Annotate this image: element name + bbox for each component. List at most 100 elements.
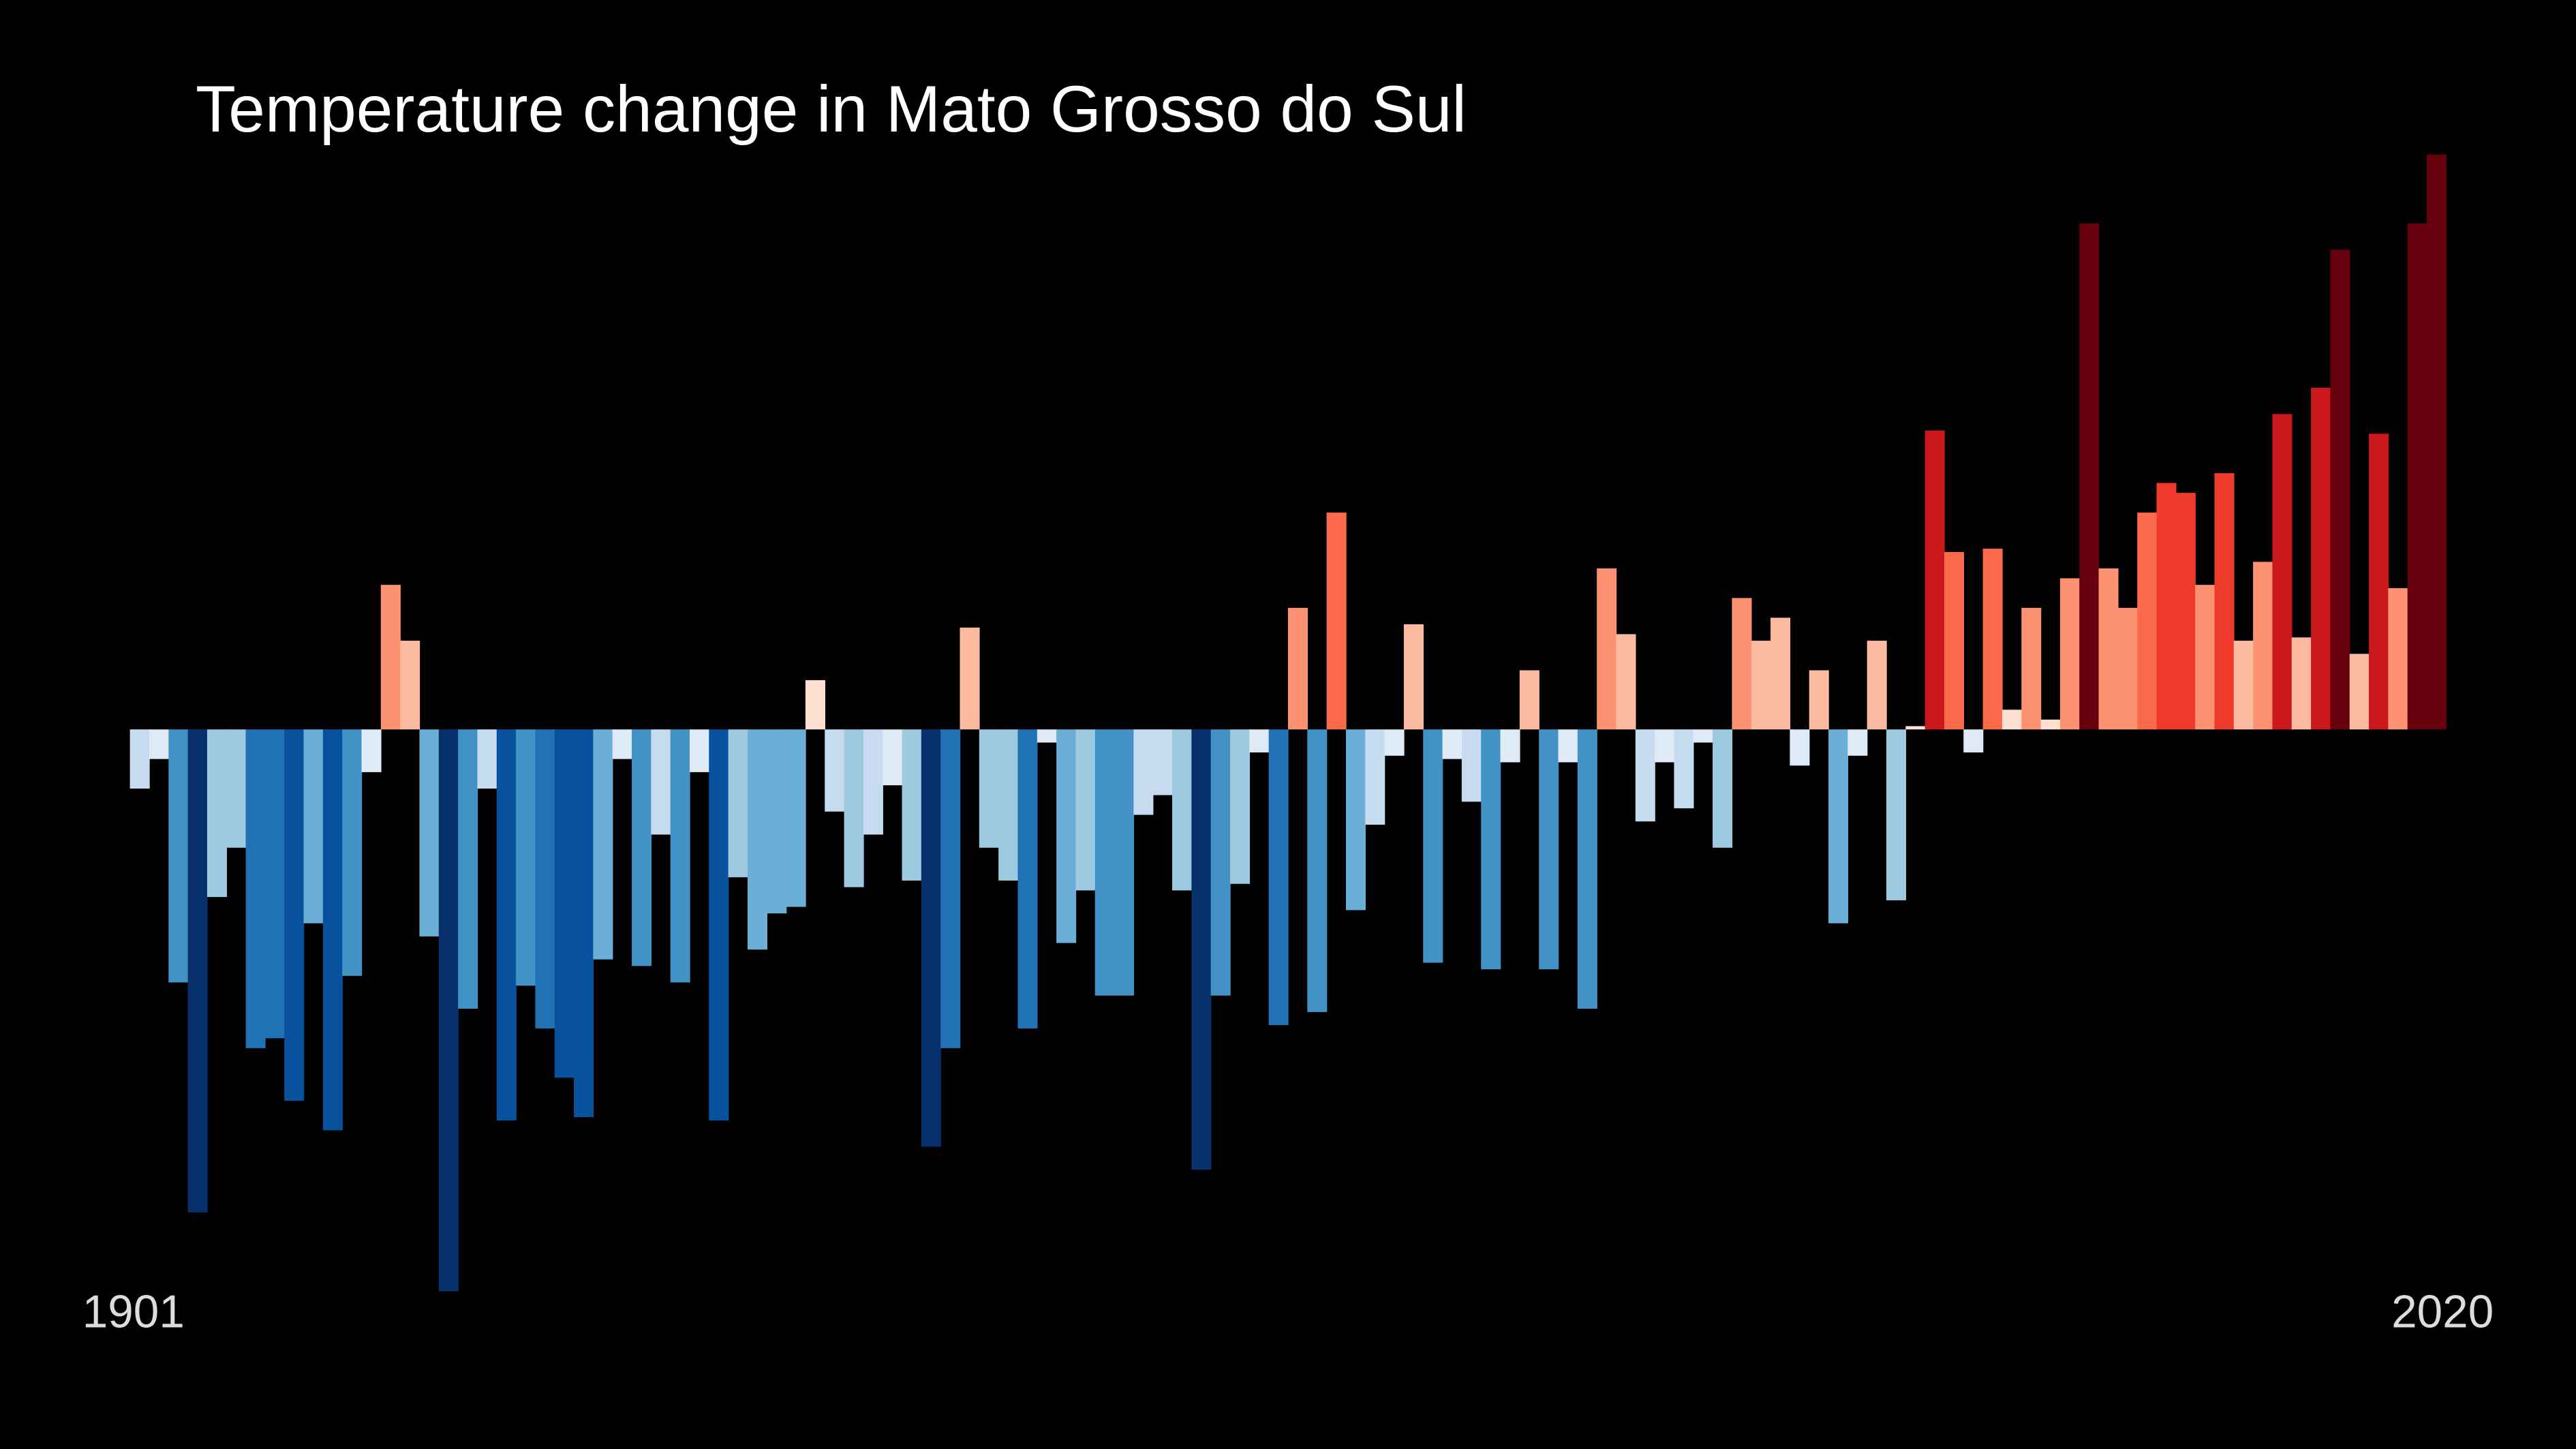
bar	[940, 729, 961, 1048]
bar	[1500, 729, 1520, 763]
bar	[1905, 726, 1926, 730]
bar	[1056, 729, 1077, 943]
bar	[1597, 568, 1617, 730]
bar	[1075, 729, 1096, 891]
bar	[2175, 493, 2196, 730]
bar	[2388, 588, 2408, 730]
bar	[1963, 729, 1984, 752]
bar	[728, 729, 748, 878]
bar	[1982, 549, 2003, 730]
bar	[979, 729, 999, 848]
bar	[322, 729, 343, 1131]
bar	[1616, 634, 1636, 730]
bar	[1828, 729, 1849, 924]
bar	[380, 585, 401, 730]
bar	[2291, 637, 2312, 730]
bar	[1249, 729, 1270, 752]
bar	[1403, 624, 1424, 730]
bar	[690, 729, 710, 772]
bar	[825, 729, 845, 812]
bar	[438, 729, 459, 1292]
bar	[284, 729, 305, 1101]
bar	[2021, 607, 2042, 730]
bar	[786, 729, 806, 907]
bar	[400, 641, 420, 730]
bar	[1172, 729, 1193, 891]
bar	[960, 627, 980, 730]
bar	[1114, 729, 1135, 996]
bar	[1442, 729, 1462, 759]
bar	[168, 729, 189, 983]
bar	[1674, 729, 1694, 808]
bar	[2137, 513, 2158, 730]
bar	[670, 729, 690, 983]
bar	[1288, 607, 1308, 730]
bar	[2407, 223, 2427, 730]
bar	[1751, 641, 1771, 730]
bar	[1384, 729, 1405, 756]
bar	[2272, 414, 2293, 730]
bar	[342, 729, 363, 976]
bar	[458, 729, 478, 1009]
bar	[902, 729, 922, 881]
bar	[1790, 729, 1810, 766]
bar	[1809, 670, 1829, 730]
bar	[998, 729, 1019, 881]
bar	[1558, 729, 1578, 763]
bar	[1925, 430, 1945, 730]
bar	[844, 729, 864, 887]
bar	[1152, 729, 1173, 795]
bar	[1693, 729, 1713, 743]
bar	[1191, 729, 1212, 1170]
bar	[747, 729, 768, 950]
bar	[1094, 729, 1115, 996]
bar	[2079, 223, 2100, 730]
bar	[709, 729, 729, 1120]
bar	[1461, 729, 1482, 802]
bar	[1655, 729, 1675, 763]
bar	[883, 729, 903, 786]
bar	[419, 729, 440, 936]
bar	[2117, 607, 2138, 730]
bar	[477, 729, 497, 789]
x-tick-label: 2020	[2391, 1287, 2494, 1338]
bar	[1423, 729, 1443, 963]
bar	[554, 729, 574, 1078]
bar	[863, 729, 883, 835]
bar	[1713, 729, 1733, 848]
bar	[1268, 729, 1289, 1026]
bar	[2349, 654, 2370, 730]
bar	[1732, 598, 1752, 730]
bar	[1307, 729, 1328, 1012]
bar	[1037, 729, 1057, 743]
bar	[574, 729, 594, 1118]
bar	[206, 729, 227, 898]
bar	[1017, 729, 1038, 1028]
bar	[516, 729, 536, 986]
bar	[1539, 729, 1559, 970]
bar	[1886, 729, 1907, 900]
bar	[535, 729, 555, 1028]
bar	[805, 680, 825, 730]
bar	[2369, 433, 2389, 730]
bar	[149, 729, 170, 759]
bar	[1770, 617, 1791, 730]
bar	[1326, 513, 1347, 730]
bar	[612, 729, 632, 759]
bar	[2098, 568, 2119, 730]
chart-title: Temperature change in Mato Grosso do Sul	[196, 73, 1467, 146]
bar	[2311, 387, 2331, 730]
bar	[1867, 641, 1887, 730]
bar	[2233, 641, 2254, 730]
bar	[1519, 670, 1539, 730]
bar	[2059, 578, 2080, 730]
bar	[593, 729, 613, 960]
bar	[651, 729, 671, 835]
bar	[1577, 729, 1597, 1009]
bar	[129, 729, 150, 789]
bar	[2040, 719, 2061, 730]
bar	[2195, 585, 2215, 730]
bar	[1230, 729, 1251, 884]
